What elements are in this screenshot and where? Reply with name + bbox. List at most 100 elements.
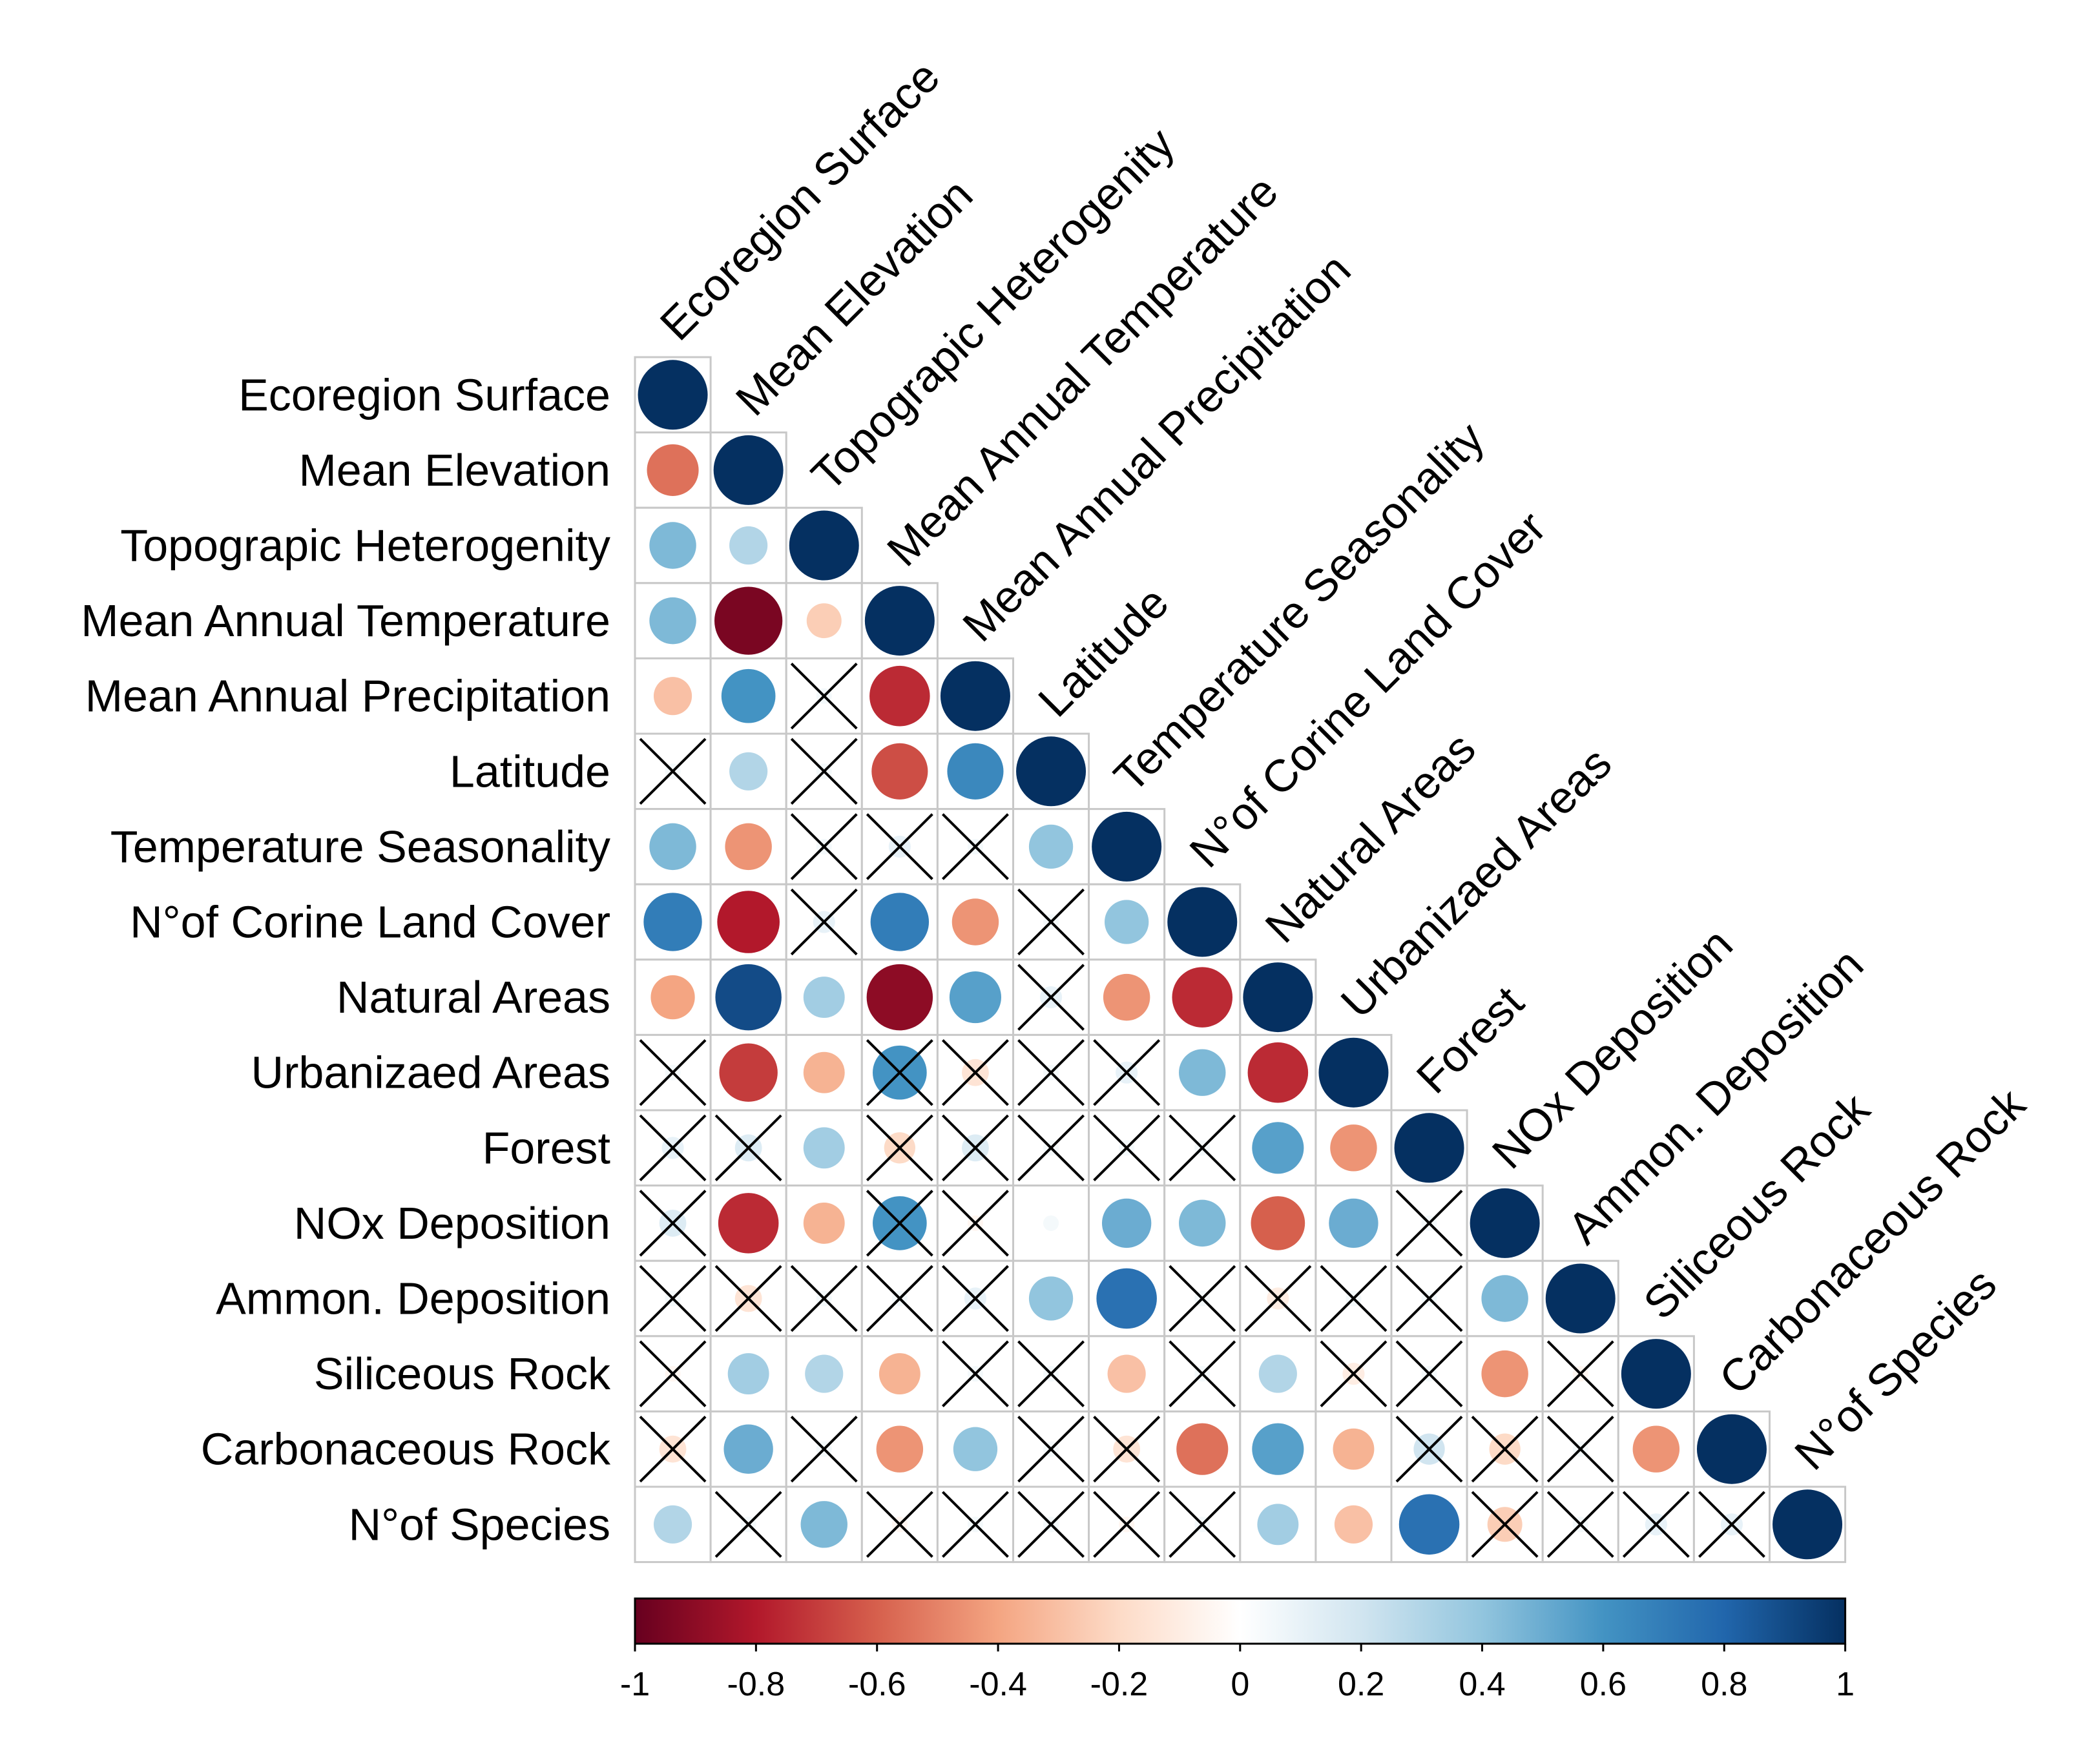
cross-stroke bbox=[1546, 1415, 1614, 1483]
row-label-ecoregion-surface: Ecoregion Surface bbox=[238, 369, 610, 420]
corr-circle-ammon-deposition-vs-nox-deposition bbox=[1481, 1275, 1528, 1322]
cross-stroke bbox=[1395, 1190, 1463, 1257]
column-label-carbonaceous-rock: Carbonaceous Rock bbox=[1709, 1079, 2035, 1404]
cross-stroke bbox=[941, 813, 1009, 880]
not-significant-cross-forest-vs-latitude bbox=[1017, 1114, 1085, 1182]
corr-circle-siliceous-rock-vs-siliceous-rock bbox=[1621, 1339, 1691, 1409]
column-label-ammon-deposition: Ammon. Deposition bbox=[1558, 939, 1873, 1254]
corr-circle-carbonaceous-rock-vs-carbonaceous-rock bbox=[1696, 1414, 1767, 1484]
cross-stroke bbox=[941, 1114, 1009, 1182]
not-significant-cross-nof-corine-land-cover-vs-topograpic-heterogenity bbox=[790, 888, 858, 956]
corr-circle-nox-deposition-vs-temperature-seasonality bbox=[1101, 1198, 1152, 1248]
corr-circle-nof-species-vs-topograpic-heterogenity bbox=[800, 1501, 847, 1548]
not-significant-cross-siliceous-rock-vs-nof-corine-land-cover bbox=[1169, 1340, 1236, 1407]
correlation-matrix bbox=[634, 356, 1847, 1564]
colorbar-tick-label: -0.2 bbox=[1090, 1666, 1149, 1703]
not-significant-cross-latitude-vs-topograpic-heterogenity bbox=[790, 738, 858, 805]
not-significant-cross-urbanizaed-areas-vs-ecoregion-surface bbox=[639, 1039, 707, 1106]
corr-circle-carbonaceous-rock-vs-nof-corine-land-cover bbox=[1176, 1423, 1229, 1475]
cross-stroke bbox=[941, 1265, 1009, 1332]
corr-circle-nof-corine-land-cover-vs-mean-annual-precipitation bbox=[951, 898, 999, 946]
corr-circle-nox-deposition-vs-nof-corine-land-cover bbox=[1179, 1199, 1226, 1247]
corr-circle-urbanizaed-areas-vs-topograpic-heterogenity bbox=[803, 1051, 845, 1093]
not-significant-cross-nox-deposition-vs-forest bbox=[1395, 1190, 1463, 1257]
cross-stroke bbox=[866, 1114, 933, 1182]
cross-stroke bbox=[1622, 1491, 1690, 1558]
not-significant-cross-nof-species-vs-mean-elevation bbox=[714, 1491, 782, 1558]
cross-stroke bbox=[1244, 1265, 1312, 1332]
cross-stroke bbox=[866, 1491, 933, 1558]
row-label-topograpic-heterogenity: Topograpic Heterogenity bbox=[120, 521, 610, 571]
not-significant-cross-ammon-deposition-vs-mean-annual-precipitation bbox=[941, 1265, 1009, 1332]
cross-stroke bbox=[1017, 1039, 1085, 1106]
corr-circle-carbonaceous-rock-vs-mean-annual-temperature bbox=[876, 1425, 924, 1473]
not-significant-cross-siliceous-rock-vs-latitude bbox=[1017, 1340, 1085, 1407]
not-significant-cross-ammon-deposition-vs-natural-areas bbox=[1244, 1265, 1312, 1332]
not-significant-cross-forest-vs-mean-annual-temperature bbox=[866, 1114, 933, 1182]
corr-circle-latitude-vs-mean-elevation bbox=[729, 752, 768, 791]
corr-circle-forest-vs-natural-areas bbox=[1252, 1122, 1304, 1174]
cross-stroke bbox=[941, 1491, 1009, 1558]
cross-stroke bbox=[1017, 1114, 1085, 1182]
corr-circle-ammon-deposition-vs-temperature-seasonality bbox=[1096, 1268, 1157, 1329]
cross-stroke bbox=[1169, 1491, 1236, 1558]
corr-circle-siliceous-rock-vs-temperature-seasonality bbox=[1107, 1354, 1146, 1393]
colorbar-tick-label: -1 bbox=[620, 1666, 650, 1703]
corr-circle-nox-deposition-vs-latitude bbox=[1043, 1215, 1059, 1231]
not-significant-cross-nox-deposition-vs-mean-annual-temperature bbox=[866, 1190, 933, 1257]
not-significant-cross-urbanizaed-areas-vs-mean-annual-temperature bbox=[866, 1039, 933, 1106]
corr-circle-mean-elevation-vs-mean-elevation bbox=[713, 435, 784, 505]
cross-stroke bbox=[639, 1190, 707, 1257]
colorbar-legend: -1 -0.8 -0.6 -0.4 -0.2 0 0.2 0.4 0.6 0.8 1 bbox=[620, 1597, 1855, 1703]
not-significant-cross-ammon-deposition-vs-mean-elevation bbox=[714, 1265, 782, 1332]
cross-stroke bbox=[1169, 1340, 1236, 1407]
corr-circle-forest-vs-urbanizaed-areas bbox=[1330, 1124, 1377, 1172]
row-label-ammon-deposition: Ammon. Deposition bbox=[216, 1274, 610, 1324]
not-significant-cross-nox-deposition-vs-mean-annual-precipitation bbox=[941, 1190, 1009, 1257]
not-significant-cross-nof-species-vs-nof-corine-land-cover bbox=[1169, 1491, 1236, 1558]
row-label-mean-elevation: Mean Elevation bbox=[298, 445, 610, 495]
colorbar-tick-label: 0.8 bbox=[1701, 1666, 1747, 1703]
cross-stroke bbox=[1017, 1491, 1085, 1558]
corr-circle-natural-areas-vs-mean-annual-temperature bbox=[866, 964, 933, 1031]
colorbar-tick-label: -0.6 bbox=[848, 1666, 906, 1703]
corr-circle-ammon-deposition-vs-latitude bbox=[1028, 1276, 1074, 1321]
colorbar-tick-label: 1 bbox=[1836, 1666, 1855, 1703]
corr-circle-urbanizaed-areas-vs-mean-elevation bbox=[719, 1043, 778, 1102]
cross-stroke bbox=[639, 1340, 707, 1407]
not-significant-cross-temperature-seasonality-vs-topograpic-heterogenity bbox=[790, 813, 858, 880]
corr-circle-nof-species-vs-nof-species bbox=[1773, 1489, 1843, 1560]
cross-stroke bbox=[1546, 1491, 1614, 1558]
corr-circle-temperature-seasonality-vs-latitude bbox=[1028, 824, 1074, 869]
row-label-temperature-seasonality: Temperature Seasonality bbox=[110, 822, 610, 872]
cross-stroke bbox=[1169, 1114, 1236, 1182]
not-significant-cross-carbonaceous-rock-vs-forest bbox=[1395, 1415, 1463, 1483]
cross-stroke bbox=[1546, 1340, 1614, 1407]
not-significant-cross-natural-areas-vs-latitude bbox=[1017, 964, 1085, 1031]
not-significant-cross-nof-species-vs-carbonaceous-rock bbox=[1698, 1491, 1765, 1558]
column-label-ecoregion-surface: Ecoregion Surface bbox=[650, 51, 949, 349]
corr-circle-nox-deposition-vs-natural-areas bbox=[1251, 1196, 1305, 1250]
cross-stroke bbox=[639, 1114, 707, 1182]
cross-stroke bbox=[639, 738, 707, 805]
corr-circle-siliceous-rock-vs-nox-deposition bbox=[1481, 1350, 1528, 1398]
corr-circle-mean-annual-temperature-vs-mean-annual-temperature bbox=[864, 586, 935, 656]
corr-circle-mean-annual-precipitation-vs-mean-elevation bbox=[721, 668, 776, 723]
corr-circle-nox-deposition-vs-topograpic-heterogenity bbox=[803, 1202, 845, 1244]
cell-temperature-seasonality-vs-mean-elevation bbox=[709, 808, 787, 885]
corr-circle-mean-annual-temperature-vs-topograpic-heterogenity bbox=[806, 603, 842, 639]
not-significant-cross-siliceous-rock-vs-mean-annual-precipitation bbox=[941, 1340, 1009, 1407]
corr-circle-natural-areas-vs-mean-elevation bbox=[715, 964, 782, 1031]
cross-stroke bbox=[1017, 1415, 1085, 1483]
not-significant-cross-mean-annual-precipitation-vs-topograpic-heterogenity bbox=[790, 662, 858, 730]
column-label-latitude: Latitude bbox=[1029, 577, 1178, 726]
corr-circle-nof-species-vs-natural-areas bbox=[1257, 1504, 1299, 1546]
not-significant-cross-ammon-deposition-vs-urbanizaed-areas bbox=[1320, 1265, 1388, 1332]
corr-circle-nox-deposition-vs-urbanizaed-areas bbox=[1329, 1198, 1378, 1248]
colorbar-tick-label: 0.4 bbox=[1459, 1666, 1505, 1703]
corr-circle-topograpic-heterogenity-vs-ecoregion-surface bbox=[649, 522, 696, 569]
not-significant-cross-temperature-seasonality-vs-mean-annual-temperature bbox=[866, 813, 933, 880]
row-label-latitude: Latitude bbox=[450, 746, 610, 796]
colorbar-tick-label: 0.6 bbox=[1580, 1666, 1627, 1703]
not-significant-cross-forest-vs-mean-annual-precipitation bbox=[941, 1114, 1009, 1182]
